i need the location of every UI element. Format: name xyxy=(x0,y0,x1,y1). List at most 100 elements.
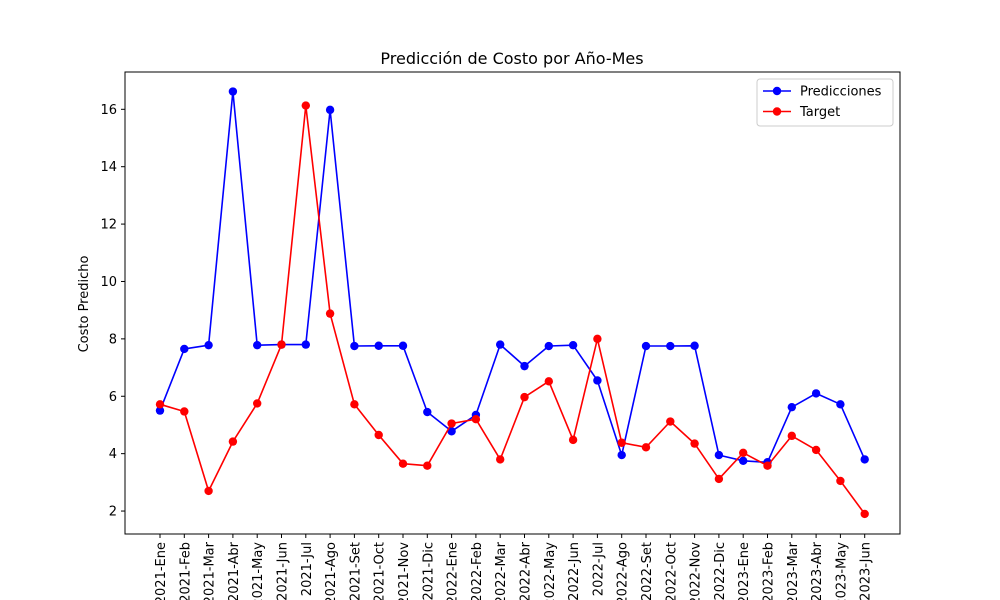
series-2-point xyxy=(301,101,310,110)
series-2-point xyxy=(836,476,845,486)
series-2-point xyxy=(787,431,796,441)
series-2-point xyxy=(374,430,383,440)
series-line-1 xyxy=(159,90,866,464)
series-2-point xyxy=(471,415,481,424)
y-tick-label: 4 xyxy=(109,447,117,462)
plot-frame xyxy=(124,71,901,535)
y-tick-label: 12 xyxy=(100,218,117,233)
x-tick-label: 2022-Ene xyxy=(446,542,461,600)
series-2-point xyxy=(277,340,286,349)
y-tick-label: 2 xyxy=(109,505,117,520)
y-tick-label: 10 xyxy=(100,275,117,290)
x-tick-label: 2022-Mar xyxy=(494,541,509,600)
x-tick-label: 2023-Jun xyxy=(859,542,874,600)
series-2-point xyxy=(325,309,335,318)
series-1-point xyxy=(398,341,408,350)
series-2-point xyxy=(568,435,578,445)
series-1-point xyxy=(787,402,796,412)
x-tick-label: 2021-May xyxy=(251,542,266,600)
series-1-point xyxy=(496,340,505,349)
x-tick-label: 2021-Jun xyxy=(276,542,291,600)
series-1-point xyxy=(860,455,869,464)
x-tick-label: 2021-Abr xyxy=(227,541,242,600)
series-1-point xyxy=(617,450,626,460)
series-1-point xyxy=(204,340,213,350)
x-tick-label: 2021-Jul xyxy=(300,542,315,596)
series-1-point xyxy=(350,341,359,351)
x-tick-label: 2023-Abr xyxy=(810,541,825,600)
series-1-point xyxy=(520,361,529,371)
x-tick-label: 2022-Set xyxy=(640,542,655,600)
series-1-point xyxy=(811,389,821,398)
series-2-point xyxy=(496,455,505,464)
legend-swatch-marker-2 xyxy=(772,107,782,116)
x-tick-label: 2021-Dic xyxy=(421,542,436,600)
series-2-point xyxy=(447,419,456,428)
x-tick-label: 2022-Jul xyxy=(591,542,606,596)
x-tick-label: 2022-Oct xyxy=(664,542,679,600)
x-tick-label: 2023-May xyxy=(834,542,849,600)
x-tick-label: 2022-Jun xyxy=(567,542,582,600)
x-tick-label: 2021-Nov xyxy=(397,542,412,600)
series-1-point xyxy=(301,340,310,349)
series-1-point xyxy=(447,427,456,436)
series-1-point xyxy=(374,341,383,350)
legend-label-2: Target xyxy=(799,105,840,120)
x-tick-label: 2023-Mar xyxy=(786,541,801,600)
series-2-point xyxy=(350,400,359,409)
chart-title: Predicción de Costo por Año-Mes xyxy=(380,49,643,68)
series-2-point xyxy=(714,474,724,484)
series-1-point xyxy=(253,340,262,350)
plot-area: 2 4 6 8 10 12 14 16 2021-Ene 2021-Feb 2021-Mar 2021… xyxy=(100,71,901,600)
series-1-point xyxy=(228,87,238,96)
series-2-point xyxy=(860,509,869,519)
x-tick-label: 2021-Feb xyxy=(178,542,193,600)
series-1-point xyxy=(836,400,845,409)
x-tick-label: 2023-Feb xyxy=(762,542,777,600)
x-tick-label: 2021-Ago xyxy=(324,542,339,600)
x-tick-label: 2022-Dic xyxy=(713,542,728,600)
series-2-point xyxy=(398,459,408,468)
x-tick-label: 2022-Abr xyxy=(519,541,534,600)
series-2-point xyxy=(763,461,772,470)
y-tick-label: 14 xyxy=(100,160,117,175)
series-1-point xyxy=(568,340,578,350)
x-tick-label: 2021-Mar xyxy=(203,541,218,600)
series-2-point xyxy=(155,400,165,409)
y-tick-label: 8 xyxy=(109,332,117,347)
series-2-point xyxy=(641,443,651,452)
series-1-point xyxy=(423,407,432,417)
y-axis-title: Costo Predicho xyxy=(77,256,92,353)
series-1-point xyxy=(666,341,675,351)
x-tick-label: 2022-Ago xyxy=(616,542,631,600)
x-tick-label: 2022-Feb xyxy=(470,542,485,600)
series-1-point xyxy=(155,406,165,415)
series-line-2 xyxy=(159,104,866,515)
series-2-point xyxy=(690,439,699,448)
series-2-point xyxy=(666,417,675,426)
series-2-point xyxy=(204,486,213,496)
series-2-point xyxy=(520,392,529,402)
series-2-point xyxy=(228,437,238,446)
series-2-point xyxy=(593,334,602,344)
legend-swatch-marker-1 xyxy=(772,86,782,96)
y-tick-label: 16 xyxy=(100,103,117,118)
x-tick-label: 2022-Nov xyxy=(689,542,704,600)
series-2-point xyxy=(423,461,432,470)
series-2-point xyxy=(180,407,189,416)
series-1-point xyxy=(593,376,602,385)
x-tick-label: 2021-Ene xyxy=(154,542,169,600)
series-1-point xyxy=(325,105,335,115)
series-1-point xyxy=(180,344,189,354)
legend: Predicciones Target xyxy=(756,78,894,127)
series-2-point xyxy=(739,448,748,457)
series-1-point xyxy=(739,456,748,466)
x-tick-label: 2021-Oct xyxy=(373,542,388,600)
series-2-point xyxy=(544,377,553,386)
x-tick-label: 2021-Set xyxy=(348,542,363,600)
series-2-point xyxy=(617,438,626,447)
x-tick-label: 2023-Ene xyxy=(737,542,752,600)
x-tick-label: 2022-May xyxy=(543,542,558,600)
series-1-point xyxy=(641,341,651,351)
